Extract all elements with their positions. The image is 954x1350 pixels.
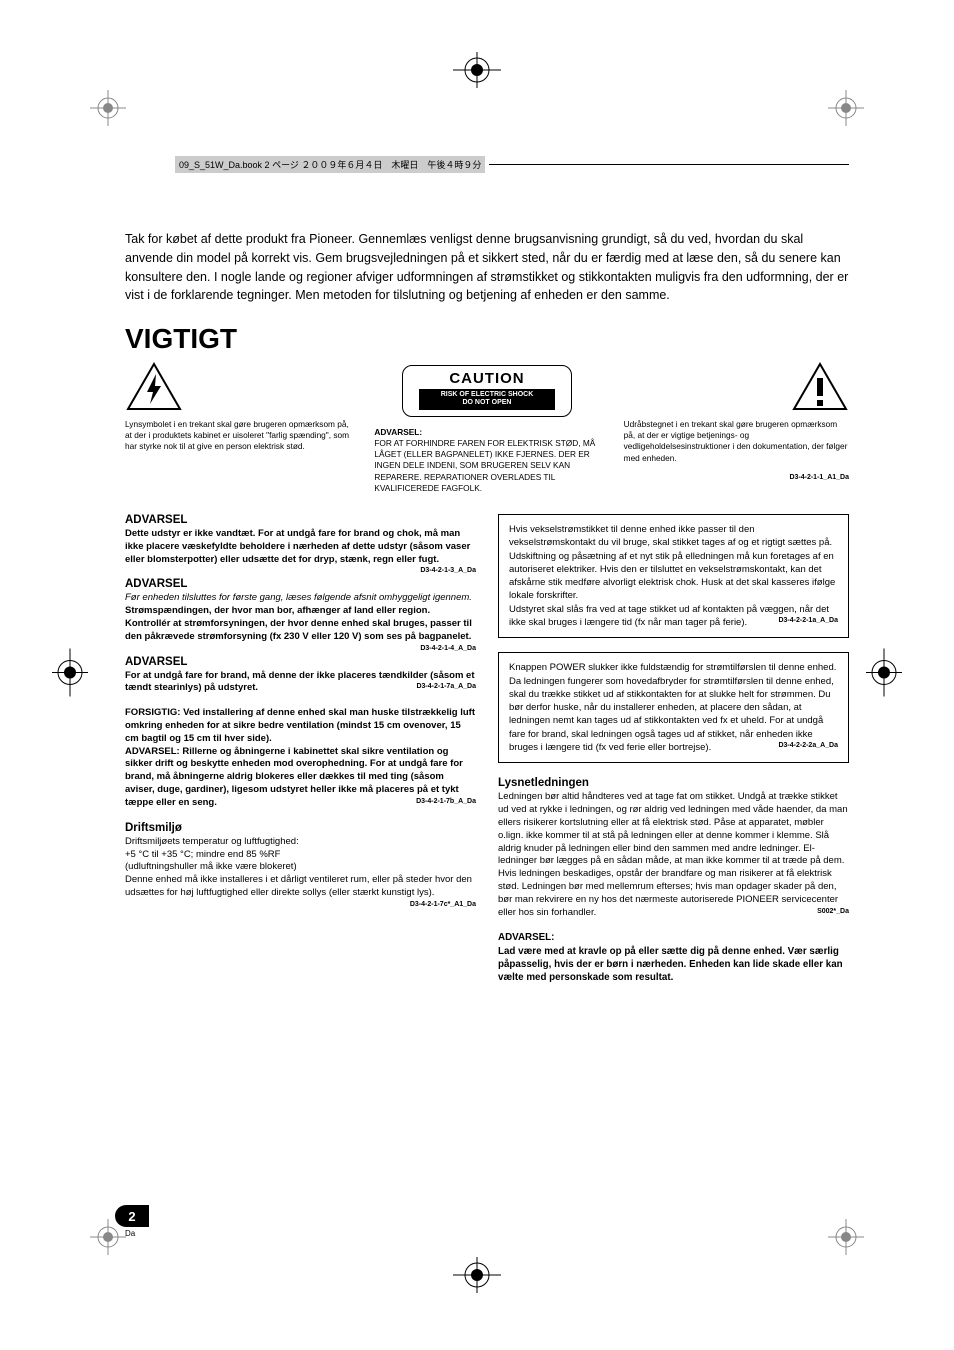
warning-body: ADVARSEL: Rillerne og åbningerne i kabin… [125,746,476,810]
page-number-badge: 2 [115,1205,149,1227]
center-warning-heading: ADVARSEL: [374,427,422,437]
ref-code: S002*_Da [817,907,849,916]
info-box-1: Hvis vekselstrømstikket til denne enhed … [498,514,849,638]
warning-heading: ADVARSEL [125,578,476,590]
warning-3: ADVARSEL For at undgå fare for brand, må… [125,656,476,696]
exclamation-triangle-icon [624,361,849,413]
ref-code: D3-4-2-1-4_A_Da [420,644,476,653]
warning-6: Lysnetledningen Ledningen bør altid hånd… [498,777,849,919]
ref-code: D3-4-2-1-7a_A_Da [416,682,476,691]
warning-italic: Før enheden tilsluttes for første gang, … [125,592,476,605]
ref-code: D3-4-2-1-3_A_Da [420,566,476,575]
warning-body: For at undgå fare for brand, må denne de… [125,670,476,696]
box-text: Hvis vekselstrømstikket til denne enhed … [509,524,835,601]
ref-code: D3-4-2-2-1a_A_Da [778,616,838,626]
warning-body: Lad være med at kravle op på eller sætte… [498,945,849,985]
warning-heading: ADVARSEL: [498,931,849,944]
vigtigt-heading: VIGTIGT [125,323,849,355]
warning-heading: ADVARSEL [125,514,476,526]
caution-row: Lynsymbolet i en trekant skal gøre bruge… [125,361,849,494]
caution-line2: DO NOT OPEN [462,399,511,406]
warning-body: Strømspændingen, der hvor man bor, afhæn… [125,605,476,643]
crop-mark [866,649,902,702]
box-text: Knappen POWER slukker ikke fuldstændig f… [509,662,836,753]
warning-heading: ADVARSEL [125,656,476,668]
ref-code: D3-4-2-1-7b_A_Da [416,797,476,806]
warning-body: Dette udstyr er ikke vandtæt. For at und… [125,528,476,566]
exclamation-text: Udråbstegnet i en trekant skal gøre brug… [624,419,849,464]
warning-1: ADVARSEL Dette udstyr er ikke vandtæt. F… [125,514,476,566]
center-warning-body: FOR AT FORHINDRE FAREN FOR ELEKTRISK STØ… [374,438,595,493]
crop-mark [828,90,864,131]
lightning-text: Lynsymbolet i en trekant skal gøre bruge… [125,419,350,453]
warning-heading: Lysnetledningen [498,777,849,789]
intro-text: Tak for købet af dette produkt fra Pione… [125,230,849,305]
warning-heading: Driftsmiljø [125,822,476,834]
ref-code: D3-4-2-2-2a_A_Da [778,741,838,751]
crop-mark [52,649,88,702]
crop-mark [90,90,126,131]
center-warning: ADVARSEL:FOR AT FORHINDRE FAREN FOR ELEK… [374,427,599,494]
ref-code: D3-4-2-1-7c*_A1_Da [410,900,476,909]
warning-body: Driftsmiljøets temperatur og luftfugtigh… [125,836,476,900]
warning-2: ADVARSEL Før enheden tilsluttes for førs… [125,578,476,643]
info-box-2: Knappen POWER slukker ikke fuldstændig f… [498,652,849,763]
ref-code: D3-4-2-1-1_A1_Da [624,474,849,481]
warning-7: ADVARSEL: Lad være med at kravle op på e… [498,931,849,984]
page-number: 2 Da [115,1205,149,1238]
warning-5: Driftsmiljø Driftsmiljøets temperatur og… [125,822,476,900]
header-line [489,164,849,165]
caution-bar: RISK OF ELECTRIC SHOCK DO NOT OPEN [419,389,555,410]
warning-body: FORSIGTIG: Ved installering af denne enh… [125,707,476,745]
warning-4: FORSIGTIG: Ved installering af denne enh… [125,707,476,810]
page-lang: Da [125,1229,149,1238]
caution-line1: RISK OF ELECTRIC SHOCK [441,391,534,398]
crop-mark [453,52,501,93]
warning-body: Ledningen bør altid håndteres ved at tag… [498,791,849,919]
header-bar: 09_S_51W_Da.book 2 ページ ２００９年６月４日 木曜日 午後４… [175,155,849,173]
crop-mark [453,1257,501,1298]
caution-box: CAUTION RISK OF ELECTRIC SHOCK DO NOT OP… [402,365,572,417]
caution-title: CAUTION [419,370,555,387]
lightning-triangle-icon [125,361,350,413]
header-label: 09_S_51W_Da.book 2 ページ ２００９年６月４日 木曜日 午後４… [175,156,485,173]
